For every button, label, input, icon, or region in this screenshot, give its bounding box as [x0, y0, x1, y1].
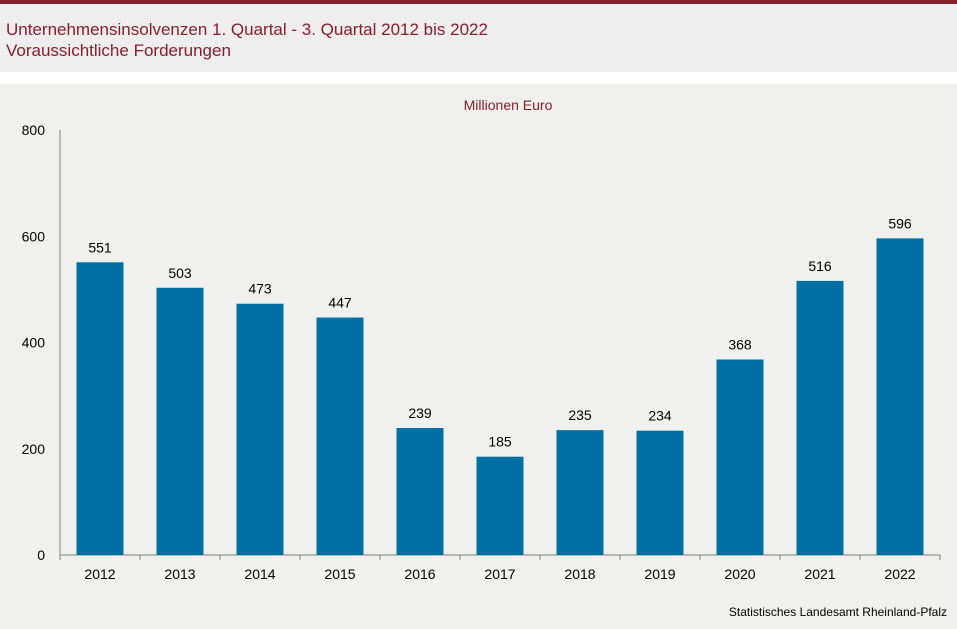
x-tick-label-2017: 2017	[484, 566, 515, 582]
bar-2018	[556, 430, 604, 555]
y-tick-label: 400	[22, 335, 46, 351]
x-tick-label-2020: 2020	[724, 566, 755, 582]
x-tick-label-2018: 2018	[564, 566, 595, 582]
bar-2016	[396, 428, 444, 555]
x-tick-label-2013: 2013	[164, 566, 195, 582]
y-tick-label: 200	[22, 441, 46, 457]
source-note: Statistisches Landesamt Rheinland-Pfalz	[728, 605, 947, 619]
data-label-2016: 239	[408, 405, 432, 421]
data-label-2015: 447	[328, 295, 352, 311]
chart-title: Unternehmensinsolvenzen 1. Quartal - 3. …	[6, 20, 488, 39]
chart-subtitle: Voraussichtliche Forderungen	[6, 41, 231, 60]
bar-2019	[636, 430, 684, 555]
bar-2022	[876, 238, 924, 555]
bar-2014	[236, 303, 284, 555]
data-label-2012: 551	[88, 239, 112, 255]
x-tick-label-2015: 2015	[324, 566, 355, 582]
y-tick-label: 800	[22, 122, 46, 138]
data-label-2021: 516	[808, 258, 832, 274]
x-tick-label-2022: 2022	[884, 566, 915, 582]
unit-label: Millionen Euro	[464, 97, 553, 113]
bar-2013	[156, 287, 204, 555]
data-label-2014: 473	[248, 281, 272, 297]
chart-header: Unternehmensinsolvenzen 1. Quartal - 3. …	[0, 4, 957, 72]
bar-2021	[796, 280, 844, 555]
header-separator	[0, 72, 957, 84]
x-tick-label-2016: 2016	[404, 566, 435, 582]
y-tick-label: 0	[37, 547, 45, 563]
x-tick-label-2021: 2021	[804, 566, 835, 582]
data-label-2019: 234	[648, 408, 672, 424]
x-tick-label-2014: 2014	[244, 566, 275, 582]
bar-2012	[76, 262, 124, 555]
x-tick-label-2012: 2012	[84, 566, 115, 582]
data-label-2017: 185	[488, 434, 512, 450]
data-label-2020: 368	[728, 337, 752, 353]
bar-2015	[316, 317, 364, 555]
data-label-2018: 235	[568, 407, 592, 423]
data-label-2013: 503	[168, 265, 192, 281]
data-label-2022: 596	[888, 215, 912, 231]
bar-2017	[476, 456, 524, 555]
bar-2020	[716, 359, 764, 555]
y-tick-label: 600	[22, 228, 46, 244]
x-tick-label-2019: 2019	[644, 566, 675, 582]
top-accent-bar	[0, 0, 957, 4]
